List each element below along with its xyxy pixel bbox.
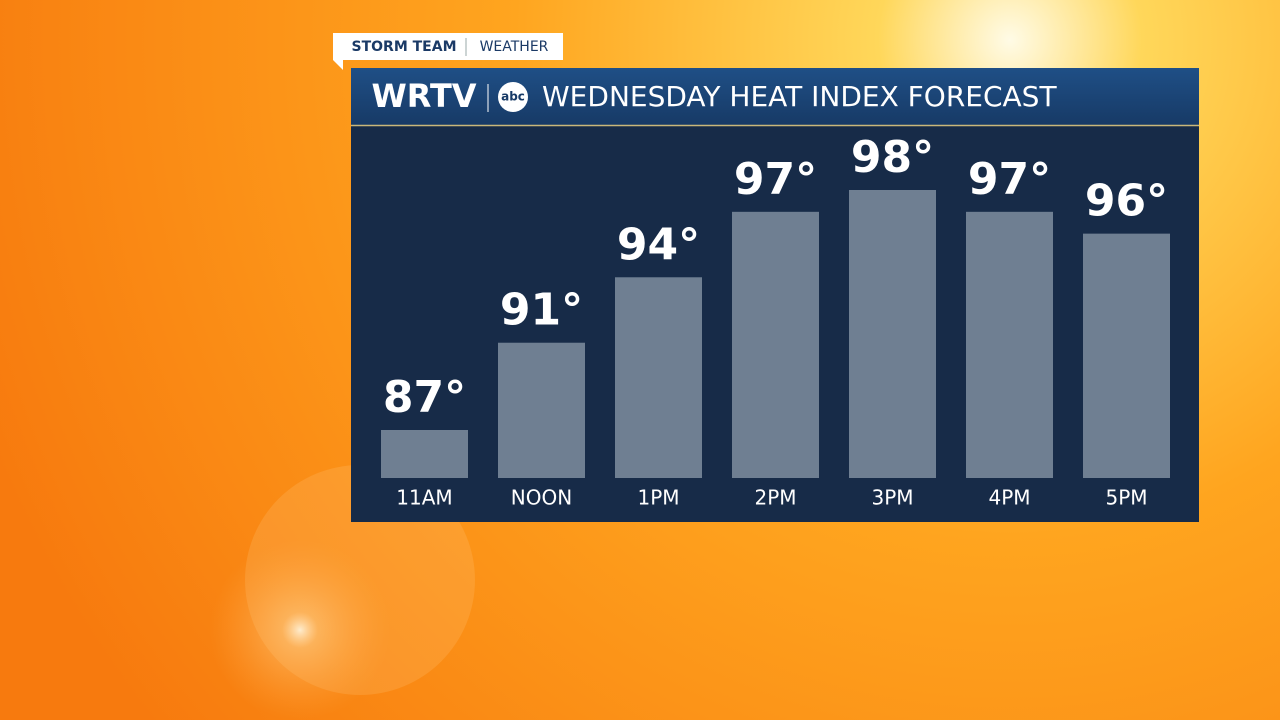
bar xyxy=(849,190,936,478)
value-label: 98° xyxy=(851,132,934,183)
value-label: 97° xyxy=(734,154,817,205)
value-label: 97° xyxy=(968,154,1051,205)
bar xyxy=(966,211,1053,478)
network-logo xyxy=(498,82,528,112)
bar xyxy=(498,342,585,478)
value-label: 94° xyxy=(617,219,700,270)
lens-flare xyxy=(210,540,390,720)
tag-box xyxy=(333,33,563,70)
value-label: 91° xyxy=(500,285,583,336)
chart-title: WEDNESDAY HEAT INDEX FORECAST xyxy=(542,80,1057,113)
x-tick-label: 2PM xyxy=(754,486,796,510)
value-label: 96° xyxy=(1085,176,1168,227)
x-tick-label: 1PM xyxy=(637,486,679,510)
bar xyxy=(1083,233,1170,478)
network-logo-text: abc xyxy=(501,90,525,104)
tag-text: STORM TEAM xyxy=(352,39,457,55)
bar xyxy=(732,211,819,478)
x-tick-label: 3PM xyxy=(871,486,913,510)
tag-section: WEATHER xyxy=(480,39,549,55)
x-tick-label: 4PM xyxy=(988,486,1030,510)
x-tick-label: NOON xyxy=(511,486,572,510)
panel-header xyxy=(351,68,1199,125)
x-tick-label: 11AM xyxy=(396,486,452,510)
x-tick-label: 5PM xyxy=(1105,486,1147,510)
tag: STORM TEAM WEATHER xyxy=(333,33,563,70)
bar xyxy=(615,277,702,478)
bar xyxy=(381,430,468,478)
value-label: 87° xyxy=(383,372,466,423)
station-logo: WRTV xyxy=(371,77,476,115)
